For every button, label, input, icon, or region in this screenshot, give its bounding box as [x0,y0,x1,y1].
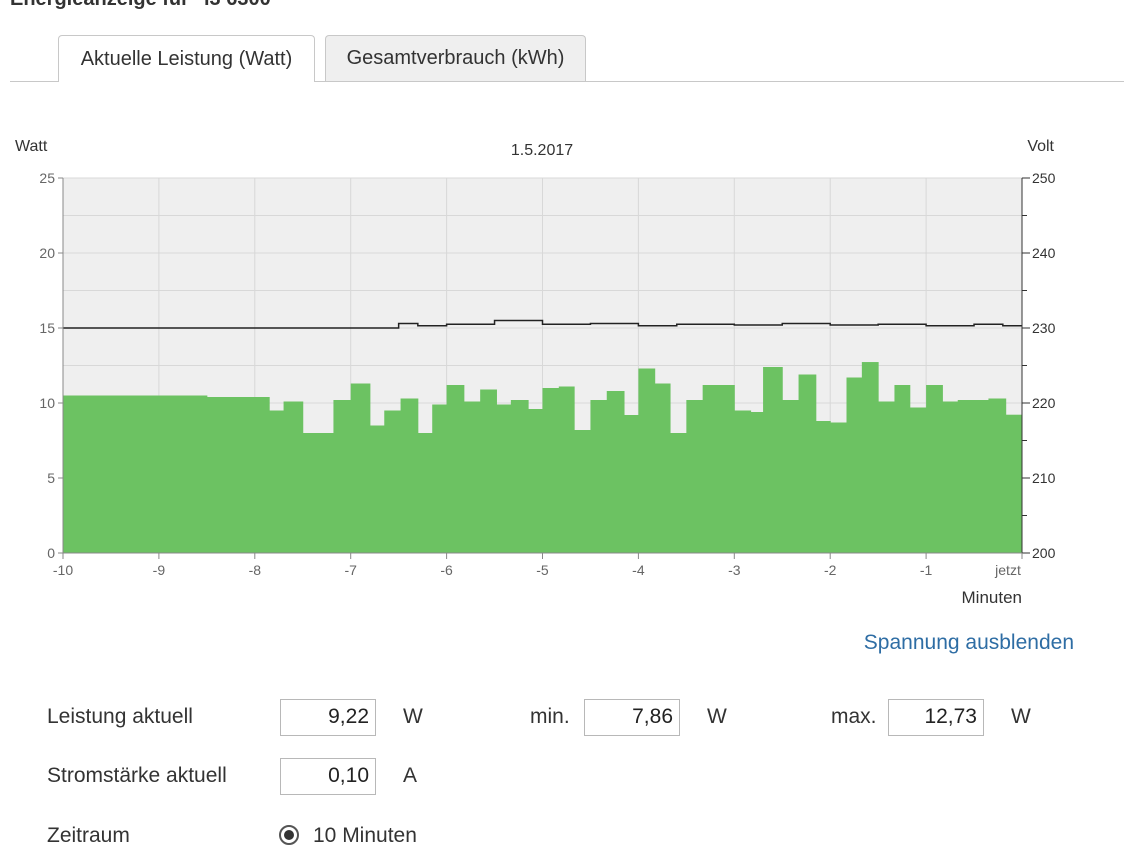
power-bar [480,389,497,553]
current-unit: A [403,764,418,787]
x-tick-label: -1 [920,562,933,578]
x-tick-label: -9 [153,562,166,578]
period-option-label: 10 Minuten [313,824,417,847]
power-bar [654,383,671,553]
power-bar [333,400,352,553]
power-bar [686,400,704,553]
y2-tick-label: 250 [1032,170,1056,186]
y-tick-label: 10 [39,395,55,411]
power-bar [750,412,764,553]
x-tick-label: -7 [344,562,357,578]
power-chart: 0 5 10 15 20 25 200 210 220 230 240 250 -10 -9 -8 -7 -6 -… [15,138,1056,607]
power-bar [432,404,448,553]
power-bar [878,401,895,553]
power-bar [988,398,1007,553]
power-bar [528,409,543,553]
current-value: 0,10 [280,758,376,795]
min-label: min. [530,705,570,728]
y2-tick-label: 220 [1032,395,1056,411]
y2-axis-title: Volt [1027,138,1054,155]
power-bar [815,421,831,553]
x-tick-label: -4 [632,562,645,578]
power-bar [496,404,512,553]
power-bar [350,383,371,553]
power-bar [269,410,285,553]
tab-current-power[interactable]: Aktuelle Leistung (Watt) [58,35,315,82]
y2-tick-label: 240 [1032,245,1056,261]
power-current-label: Leistung aktuell [47,705,193,728]
max-label: max. [831,705,877,728]
y-tick-label: 0 [47,545,55,561]
y-tick-label: 15 [39,320,55,336]
power-bar [1005,414,1023,553]
power-bar [63,395,208,553]
y-axis-title: Watt [15,138,48,155]
power-bar [417,433,433,553]
min-unit: W [707,705,727,728]
power-bar [384,410,402,553]
power-bar [942,401,959,553]
power-bar [400,398,419,553]
power-bar [894,385,911,553]
power-bar [957,400,989,553]
power-current-value: 9,22 [280,699,376,736]
page-title: Energieanzeige für "i3 6300" [10,0,280,11]
current-label: Stromstärke aktuell [47,764,227,787]
x-tick-label: -2 [824,562,837,578]
period-radio-10min[interactable] [279,825,299,845]
x-tick-label: -6 [440,562,453,578]
power-bar [638,368,656,553]
max-unit: W [1011,705,1031,728]
power-bar [782,400,800,553]
x-axis-title: Minuten [962,588,1022,607]
x-tick-label: -3 [728,562,741,578]
power-unit: W [403,705,423,728]
hide-voltage-link[interactable]: Spannung ausblenden [863,631,1074,654]
x-tick-label: -10 [53,562,73,578]
y2-tick-label: 230 [1032,320,1056,336]
power-bar [926,385,943,553]
x-tick-label: -5 [536,562,549,578]
power-bar [909,407,927,553]
y-tick-label: 25 [39,170,55,186]
y-tick-label: 5 [47,470,55,486]
power-bar [590,400,608,553]
power-bar [861,362,879,553]
tab-bar-baseline [10,81,1124,82]
chart-title: 1.5.2017 [511,142,573,159]
voltage-line [63,319,1022,329]
max-value: 12,73 [888,699,984,736]
power-bar [702,385,735,553]
power-bar [763,367,783,553]
period-label: Zeitraum [47,824,130,847]
power-bar [463,401,481,553]
tab-total-consumption[interactable]: Gesamtverbrauch (kWh) [325,35,586,81]
power-bar [542,388,560,553]
power-bar [446,385,465,553]
power-bar [798,374,817,553]
power-bar [302,433,334,553]
power-bar [606,391,625,553]
power-bar [830,422,848,553]
x-tick-label: -8 [249,562,262,578]
power-bar [624,415,639,553]
power-bar [369,425,385,553]
min-value: 7,86 [584,699,680,736]
y-tick-label: 20 [39,245,55,261]
power-bar [283,401,304,553]
y2-tick-label: 210 [1032,470,1056,486]
y2-tick-label: 200 [1032,545,1056,561]
power-bar [670,433,687,553]
power-bar [206,397,270,553]
power-bar [574,430,591,553]
power-bar [510,400,529,553]
power-bar [558,386,575,553]
power-bar [734,410,752,553]
power-bar [846,377,863,553]
x-tick-label: jetzt [994,562,1021,578]
